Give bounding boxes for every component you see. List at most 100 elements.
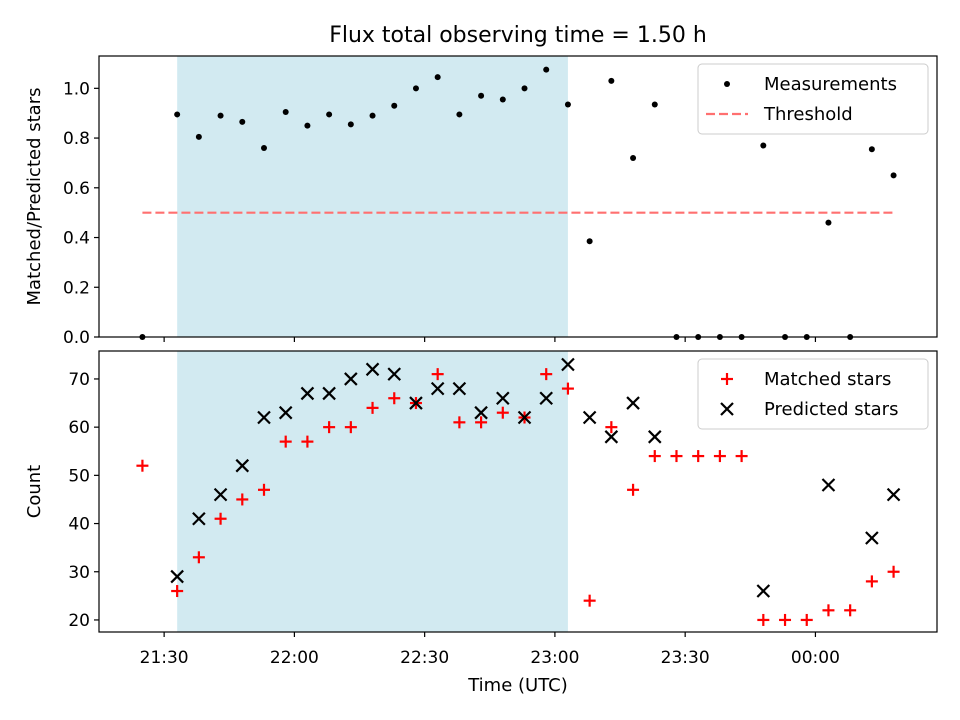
- legend-dot-marker: [724, 81, 730, 87]
- matched-star-point: [887, 565, 900, 578]
- matched-star-point: [171, 585, 184, 598]
- ratio-panel: 0.0 0.2 0.4 0.6 0.8 1.0 Matched/Predicted sta…: [24, 55, 938, 348]
- measurement-point: [499, 96, 506, 103]
- matched-star-point: [388, 392, 401, 405]
- matched-star-point: [561, 382, 574, 395]
- count-legend: Matched stars Predicted stars: [697, 358, 929, 430]
- matched-star-point: [800, 613, 813, 626]
- predicted-star-point: [496, 391, 510, 406]
- legend-label: Predicted stars: [764, 399, 898, 420]
- count-panel: 20 30 40 50 60 70 21:30 22:00 22:30 23:00 23:30 00…: [24, 350, 938, 696]
- predicted-star-point: [430, 381, 445, 396]
- count-y-ticks: 20 30 40 50 60 70: [68, 370, 99, 631]
- predicted-star-point: [344, 372, 358, 386]
- y-tick-label: 70: [68, 370, 90, 390]
- measurement-point: [760, 142, 767, 149]
- y-tick-label: 0.6: [63, 179, 90, 199]
- predicted-star-point: [192, 511, 206, 526]
- ratio-legend: Measurements Threshold: [697, 63, 929, 135]
- matched-star-point: [844, 604, 857, 617]
- predicted-star-point: [821, 478, 836, 492]
- measurement-point: [456, 111, 463, 118]
- predicted-star-point: [756, 584, 771, 598]
- predicted-star-point: [322, 386, 336, 401]
- matched-star-point: [192, 551, 205, 564]
- predicted-star-point: [626, 396, 640, 410]
- legend-box: [697, 358, 929, 430]
- predicted-star-point: [365, 362, 380, 377]
- x-axis-label: Time (UTC): [467, 675, 568, 696]
- measurement-point: [282, 108, 289, 115]
- predicted-star-point: [213, 487, 228, 502]
- y-tick-label: 50: [68, 466, 90, 486]
- matched-star-point: [214, 512, 227, 525]
- predicted-star-point: [539, 391, 554, 406]
- measurement-point: [434, 74, 441, 81]
- matched-star-point: [648, 450, 661, 463]
- matched-star-point: [301, 435, 314, 448]
- observing-window-span: [177, 56, 568, 337]
- matched-star-point: [605, 421, 618, 434]
- legend-label: Matched stars: [764, 369, 891, 390]
- predicted-star-point: [278, 405, 293, 420]
- measurement-point: [608, 77, 615, 84]
- y-tick-label: 40: [68, 515, 90, 535]
- measurement-point: [174, 111, 181, 118]
- measurement-point: [868, 146, 875, 153]
- ratio-marks: [139, 66, 897, 340]
- predicted-star-point: [409, 396, 423, 410]
- x-tick-label: 22:30: [400, 648, 449, 668]
- predicted-star-point: [300, 386, 315, 401]
- y-tick-label: 0.8: [63, 129, 90, 149]
- measurement-point: [890, 172, 897, 179]
- predicted-star-point: [604, 430, 619, 444]
- legend-plus-marker: [721, 373, 733, 385]
- ratio-axes-frame: [98, 55, 938, 338]
- predicted-star-point: [474, 405, 488, 420]
- x-tick-label: 23:00: [530, 648, 579, 668]
- legend-x-marker: [720, 402, 734, 416]
- x-tick-label: 00:00: [791, 648, 840, 668]
- measurement-point: [369, 112, 376, 119]
- measurement-point: [195, 133, 202, 140]
- matched-star-point: [366, 401, 379, 414]
- y-tick-label: 20: [68, 611, 90, 631]
- measurement-point: [326, 111, 333, 118]
- y-tick-label: 1.0: [63, 79, 90, 99]
- ratio-y-axis-label: Matched/Predicted stars: [24, 88, 45, 306]
- matched-star-point: [236, 493, 249, 506]
- matched-star-point: [540, 368, 553, 381]
- y-tick-label: 0.4: [63, 229, 90, 249]
- predicted-star-point: [865, 531, 879, 545]
- measurement-point: [412, 85, 419, 92]
- predicted-star-point: [257, 410, 271, 425]
- ratio-x-ticks: [163, 337, 817, 342]
- predicted-star-point: [235, 458, 250, 473]
- matched-star-point: [453, 416, 466, 429]
- predicted-star-point: [886, 487, 901, 502]
- predicted-star-point: [387, 367, 402, 381]
- predicted-star-point: [582, 410, 597, 425]
- measurement-point: [478, 92, 485, 99]
- matched-star-point: [475, 416, 488, 429]
- matched-star-point: [822, 604, 835, 617]
- x-tick-label: 21:30: [140, 648, 189, 668]
- matched-star-point: [279, 435, 292, 448]
- count-marks: [136, 357, 901, 626]
- measurement-point: [825, 219, 832, 226]
- y-tick-label: 60: [68, 418, 90, 438]
- y-tick-label: 30: [68, 563, 90, 583]
- measurement-point: [347, 121, 354, 128]
- count-x-ticks: 21:30 22:00 22:30 23:00 23:30 00:00: [140, 632, 840, 668]
- x-tick-label: 23:30: [661, 648, 710, 668]
- y-tick-label: 0.2: [63, 278, 90, 298]
- measurement-point: [543, 66, 550, 73]
- legend-box: [697, 63, 929, 135]
- matched-star-point: [496, 406, 509, 419]
- legend-label: Measurements: [764, 74, 897, 95]
- predicted-star-point: [561, 357, 575, 372]
- legend-label: Threshold: [763, 104, 853, 125]
- count-axes-frame: [98, 350, 938, 633]
- measurement-point: [304, 122, 311, 129]
